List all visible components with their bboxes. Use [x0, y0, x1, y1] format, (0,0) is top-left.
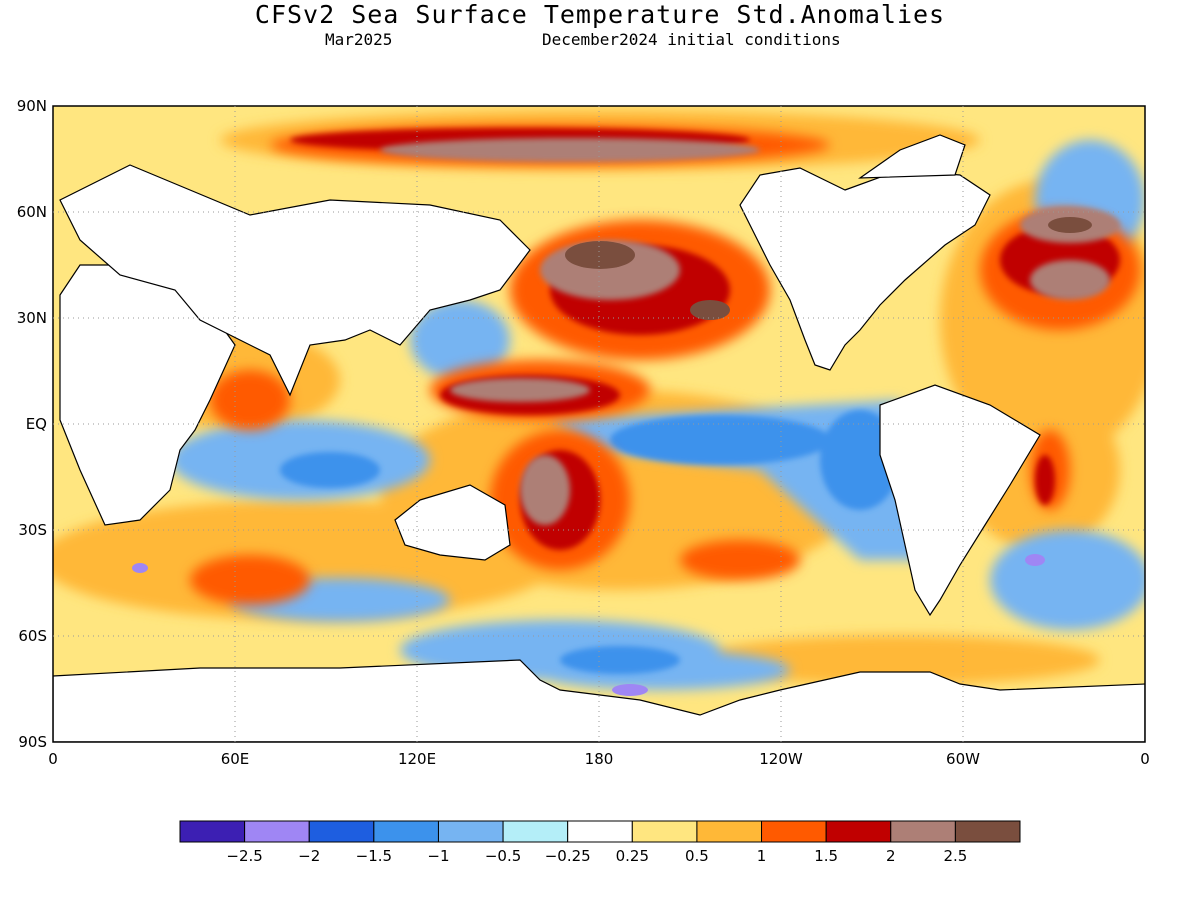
colorbar-label: 1 — [757, 847, 767, 865]
colorbar-swatch — [825, 820, 892, 843]
lon-label: 60W — [946, 750, 980, 768]
colorbar-swatch — [954, 820, 1021, 843]
colorbar-swatch — [696, 820, 763, 843]
colorbar-label: −0.25 — [545, 847, 591, 865]
lat-label: 60N — [17, 203, 47, 221]
map-title: CFSv2 Sea Surface Temperature Std.Anomal… — [254, 0, 946, 29]
colorbar-label: −1.5 — [356, 847, 392, 865]
lat-label: 90N — [17, 97, 47, 115]
colorbar-swatch — [567, 820, 633, 843]
colorbar-swatch — [373, 820, 439, 843]
lon-label: 0 — [1140, 750, 1150, 768]
colorbar-label: 2 — [886, 847, 896, 865]
lon-label: 120W — [759, 750, 803, 768]
colorbar-swatch — [502, 820, 569, 843]
lon-label: 180 — [585, 750, 614, 768]
colorbar-label: −2 — [298, 847, 320, 865]
colorbar-label: 0.5 — [685, 847, 709, 865]
colorbar-label: 0.25 — [616, 847, 649, 865]
colorbar-label: −2.5 — [226, 847, 262, 865]
lon-label: 0 — [48, 750, 58, 768]
lat-label: 90S — [18, 733, 47, 751]
colorbar-label: 1.5 — [814, 847, 838, 865]
colorbar-swatch — [631, 820, 698, 843]
colorbar: −2.5 −2 −1.5 −1 −0.5 −0.25 0.25 0.5 1 1.5 2 2.5 — [179, 820, 1021, 865]
init-conditions-label: December2024 initial conditions — [542, 30, 841, 49]
colorbar-label: −1 — [427, 847, 449, 865]
colorbar-swatch — [890, 820, 956, 843]
lon-label: 60E — [221, 750, 250, 768]
colorbar-label: 2.5 — [943, 847, 967, 865]
lat-label: 60S — [18, 627, 47, 645]
colorbar-swatch — [308, 820, 375, 843]
land-mask — [53, 134, 1145, 742]
colorbar-swatch — [437, 820, 504, 843]
colorbar-label: −0.5 — [485, 847, 521, 865]
colorbar-swatch — [244, 820, 310, 843]
lat-label: 30N — [17, 309, 47, 327]
graticule — [53, 106, 1145, 742]
colorbar-swatch — [179, 820, 246, 843]
lat-label: EQ — [26, 415, 47, 433]
lat-label: 30S — [18, 521, 47, 539]
valid-month-label: Mar2025 — [325, 30, 393, 49]
colorbar-swatch — [761, 820, 827, 843]
lon-label: 120E — [398, 750, 436, 768]
